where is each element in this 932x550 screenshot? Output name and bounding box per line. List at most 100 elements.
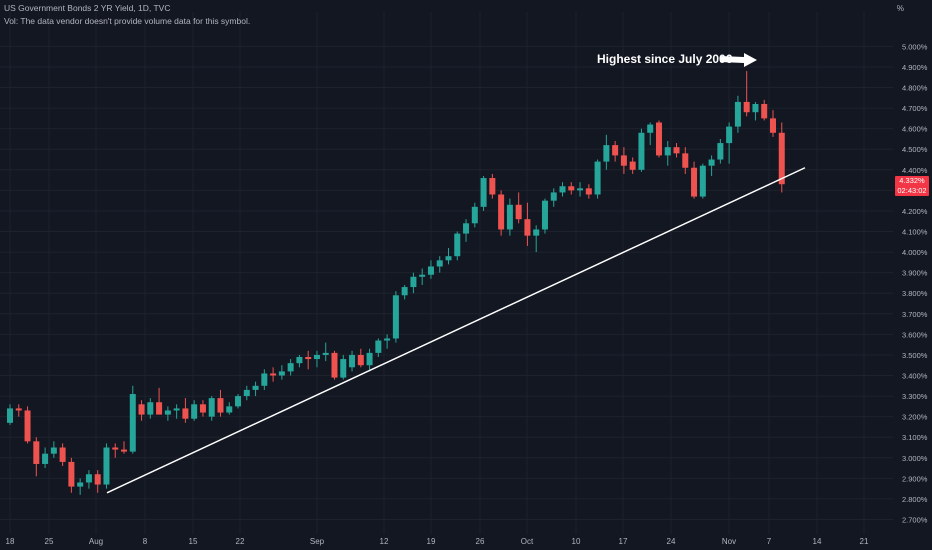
candle-body bbox=[94, 474, 101, 485]
time-tick-label: 22 bbox=[236, 537, 245, 546]
candle-body bbox=[489, 178, 496, 195]
candle-body bbox=[480, 178, 487, 207]
candle bbox=[655, 120, 662, 158]
candle bbox=[173, 404, 180, 419]
candle bbox=[252, 381, 259, 397]
candle bbox=[673, 143, 680, 158]
candle bbox=[129, 385, 136, 454]
candle bbox=[68, 457, 75, 493]
candle bbox=[191, 400, 198, 421]
candle-body bbox=[541, 200, 548, 230]
price-tick-label: 3.000% bbox=[902, 454, 928, 463]
candle bbox=[743, 71, 750, 117]
candle bbox=[401, 285, 408, 300]
candle-body bbox=[199, 404, 206, 413]
candle-body bbox=[699, 165, 706, 197]
candle bbox=[445, 247, 452, 265]
candle bbox=[121, 441, 128, 454]
candle bbox=[717, 138, 724, 164]
time-tick-label: 19 bbox=[427, 537, 436, 546]
candle bbox=[568, 182, 575, 195]
time-tick-label: 7 bbox=[767, 537, 772, 546]
candle bbox=[410, 272, 417, 294]
candle-body bbox=[85, 474, 92, 483]
time-tick-label: 21 bbox=[860, 537, 869, 546]
annotation-arrow bbox=[720, 53, 757, 67]
candle-body bbox=[322, 352, 329, 355]
volume-note: Vol: The data vendor doesn't provide vol… bbox=[4, 16, 251, 26]
candle-body bbox=[384, 338, 391, 341]
candle-body bbox=[261, 373, 268, 386]
candle-body bbox=[68, 461, 75, 487]
candle-body bbox=[682, 153, 689, 168]
candle-body bbox=[559, 186, 566, 193]
candle bbox=[629, 157, 636, 174]
time-tick-label: 12 bbox=[380, 537, 389, 546]
annotation-text: Highest since July 2006 bbox=[597, 52, 733, 66]
price-tick-label: 2.700% bbox=[902, 516, 928, 525]
time-tick-label: Oct bbox=[521, 537, 534, 546]
candle-body bbox=[629, 161, 636, 170]
candle bbox=[463, 219, 470, 242]
candle-body bbox=[673, 147, 680, 154]
candle-body bbox=[638, 132, 645, 170]
time-tick-label: Aug bbox=[89, 537, 103, 546]
candle bbox=[50, 441, 57, 458]
candle bbox=[761, 99, 768, 121]
candle-body bbox=[717, 143, 724, 160]
candle bbox=[156, 387, 163, 415]
candle-body bbox=[778, 132, 785, 185]
candle bbox=[752, 101, 759, 121]
candle-body bbox=[217, 398, 224, 413]
price-tick-label: 4.700% bbox=[902, 104, 928, 113]
candle bbox=[436, 256, 443, 273]
price-tick-label: 4.200% bbox=[902, 207, 928, 216]
candle-body bbox=[138, 404, 145, 415]
candle bbox=[296, 354, 303, 368]
candle-body bbox=[761, 103, 768, 119]
axis-unit-label: % bbox=[896, 4, 904, 13]
candle-body bbox=[357, 354, 364, 366]
candle bbox=[489, 173, 496, 199]
candle bbox=[138, 400, 145, 421]
candle bbox=[235, 394, 242, 409]
candle-body bbox=[506, 204, 513, 230]
candle-body bbox=[173, 408, 180, 411]
candle bbox=[541, 198, 548, 234]
candle-body bbox=[498, 194, 505, 230]
price-tick-label: 3.400% bbox=[902, 372, 928, 381]
candle bbox=[331, 350, 338, 380]
candle bbox=[164, 406, 171, 421]
candle-body bbox=[647, 124, 654, 133]
candle-body bbox=[226, 406, 233, 413]
candle-body bbox=[287, 363, 294, 372]
candle-body bbox=[603, 145, 610, 162]
price-tick-label: 3.100% bbox=[902, 433, 928, 442]
candle-body bbox=[533, 229, 540, 236]
candle bbox=[33, 437, 40, 477]
candle bbox=[392, 291, 399, 343]
candle bbox=[375, 338, 382, 357]
time-tick-label: 25 bbox=[45, 537, 54, 546]
candle-body bbox=[42, 453, 49, 464]
candle bbox=[287, 359, 294, 376]
candle-body bbox=[331, 352, 338, 378]
candle bbox=[471, 202, 478, 228]
candle bbox=[366, 348, 373, 372]
candle-body bbox=[59, 447, 66, 462]
candle bbox=[691, 161, 698, 199]
candle bbox=[112, 443, 119, 458]
price-tick-label: 4.800% bbox=[902, 84, 928, 93]
candle-body bbox=[305, 356, 312, 360]
candle bbox=[419, 268, 426, 286]
candle bbox=[559, 182, 566, 197]
price-tick-label: 3.700% bbox=[902, 310, 928, 319]
candle bbox=[524, 202, 531, 246]
candle bbox=[77, 478, 84, 495]
candle-body bbox=[270, 373, 277, 376]
time-tick-label: 15 bbox=[189, 537, 198, 546]
candle bbox=[305, 350, 312, 370]
annotation-arrow-layer bbox=[720, 53, 757, 67]
candle bbox=[638, 128, 645, 172]
